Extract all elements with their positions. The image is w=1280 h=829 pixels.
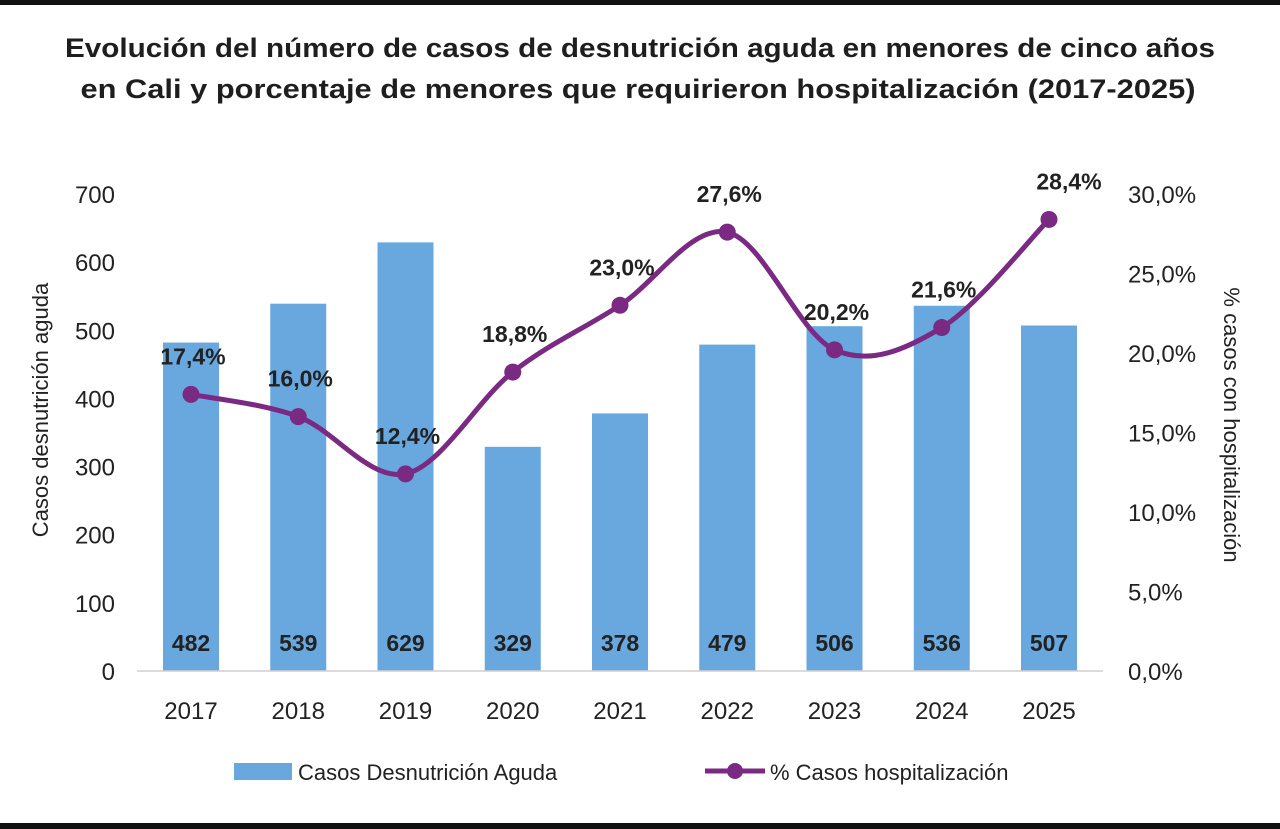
frame-top-border — [0, 0, 1280, 5]
bar-2020 — [484, 446, 541, 671]
line-value-label-2023: 20,2% — [804, 299, 869, 325]
x-tick-label-2020: 2020 — [486, 698, 539, 725]
y-tick-label-200: 200 — [75, 523, 115, 550]
y-tick-label-300: 300 — [75, 455, 115, 482]
line-point-2025 — [1040, 210, 1058, 228]
frame-bottom-border — [0, 823, 1280, 829]
y-tick-label-0: 0 — [102, 659, 115, 686]
legend-swatch-marker — [727, 763, 743, 779]
y2-tick-label-0,0%: 0,0% — [1128, 659, 1183, 686]
x-tick-label-2019: 2019 — [379, 698, 432, 725]
legend-swatch-bars — [234, 763, 292, 780]
y2-tick-label-25,0%: 25,0% — [1128, 262, 1196, 289]
x-tick-label-2022: 2022 — [701, 698, 754, 725]
line-point-2018 — [289, 408, 307, 426]
bar-2021 — [592, 413, 648, 671]
legend-label-line: % Casos hospitalización — [770, 760, 1008, 785]
bar-value-label-2024: 536 — [923, 630, 961, 656]
bar-value-label-2018: 539 — [279, 630, 317, 656]
bar-2024 — [913, 305, 970, 671]
bar-2022 — [699, 344, 756, 671]
bar-value-label-2020: 329 — [494, 630, 532, 656]
legend-label-bars: Casos Desnutrición Aguda — [298, 760, 558, 785]
x-tick-label-2023: 2023 — [808, 698, 861, 725]
line-value-label-2025: 28,4% — [1036, 168, 1101, 194]
line-point-2019 — [397, 465, 414, 483]
bar-value-label-2019: 629 — [386, 630, 424, 656]
line-value-label-2022: 27,6% — [697, 181, 762, 207]
x-tick-label-2025: 2025 — [1022, 698, 1075, 725]
bar-2023 — [806, 326, 863, 671]
y-tick-label-500: 500 — [75, 318, 115, 345]
line-value-label-2018: 16,0% — [268, 366, 333, 392]
legend: Casos Desnutrición Aguda % Casos hospita… — [234, 760, 1008, 785]
line-value-label-2021: 23,0% — [589, 254, 654, 280]
line-point-2017 — [182, 385, 200, 403]
y2-tick-label-5,0%: 5,0% — [1128, 580, 1183, 607]
x-tick-label-2024: 2024 — [915, 698, 968, 725]
line-value-label-2017: 17,4% — [160, 343, 225, 369]
line-point-2024 — [933, 319, 951, 337]
bar-value-label-2017: 482 — [172, 630, 210, 656]
bar-value-label-2022: 479 — [708, 630, 746, 656]
line-value-label-2019: 12,4% — [375, 423, 440, 449]
y-tick-label-700: 700 — [75, 182, 115, 209]
y-tick-label-400: 400 — [75, 386, 115, 413]
bar-2025 — [1021, 325, 1077, 671]
bar-2019 — [377, 242, 434, 672]
y2-tick-label-30,0%: 30,0% — [1128, 182, 1196, 209]
line-value-label-2020: 18,8% — [482, 321, 547, 347]
x-tick-label-2017: 2017 — [164, 698, 217, 725]
bar-value-label-2025: 507 — [1030, 630, 1068, 656]
chart-title-line-1: Evolución del número de casos de desnutr… — [65, 33, 1215, 63]
line-point-2022 — [718, 223, 736, 241]
y-axis-title: Casos desnutrición aguda — [28, 282, 53, 537]
line-point-2023 — [826, 341, 843, 359]
x-tick-label-2021: 2021 — [593, 698, 646, 725]
y2-tick-label-20,0%: 20,0% — [1128, 341, 1196, 368]
line-point-2021 — [611, 296, 629, 314]
bar-value-label-2023: 506 — [815, 630, 853, 656]
bar-2018 — [270, 303, 327, 671]
line-value-label-2024: 21,6% — [911, 277, 976, 303]
x-tick-label-2018: 2018 — [272, 698, 325, 725]
y2-tick-label-10,0%: 10,0% — [1128, 500, 1196, 527]
y-tick-label-100: 100 — [75, 591, 115, 618]
y-tick-label-600: 600 — [75, 250, 115, 277]
bar-value-label-2021: 378 — [601, 630, 640, 656]
y2-tick-label-15,0%: 15,0% — [1128, 421, 1196, 448]
y2-axis-title: % casos con hospitalización — [1219, 287, 1244, 562]
chart-title-line-2: en Cali y porcentaje de menores que requ… — [81, 74, 1196, 104]
line-point-2020 — [504, 363, 522, 381]
